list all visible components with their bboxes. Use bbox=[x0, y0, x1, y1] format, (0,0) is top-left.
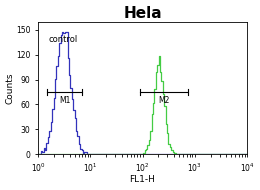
Text: control: control bbox=[48, 35, 77, 44]
Text: M1: M1 bbox=[59, 96, 70, 105]
Y-axis label: Counts: Counts bbox=[5, 72, 15, 104]
X-axis label: FL1-H: FL1-H bbox=[130, 175, 155, 184]
Text: M2: M2 bbox=[159, 96, 170, 105]
Title: Hela: Hela bbox=[123, 6, 162, 21]
